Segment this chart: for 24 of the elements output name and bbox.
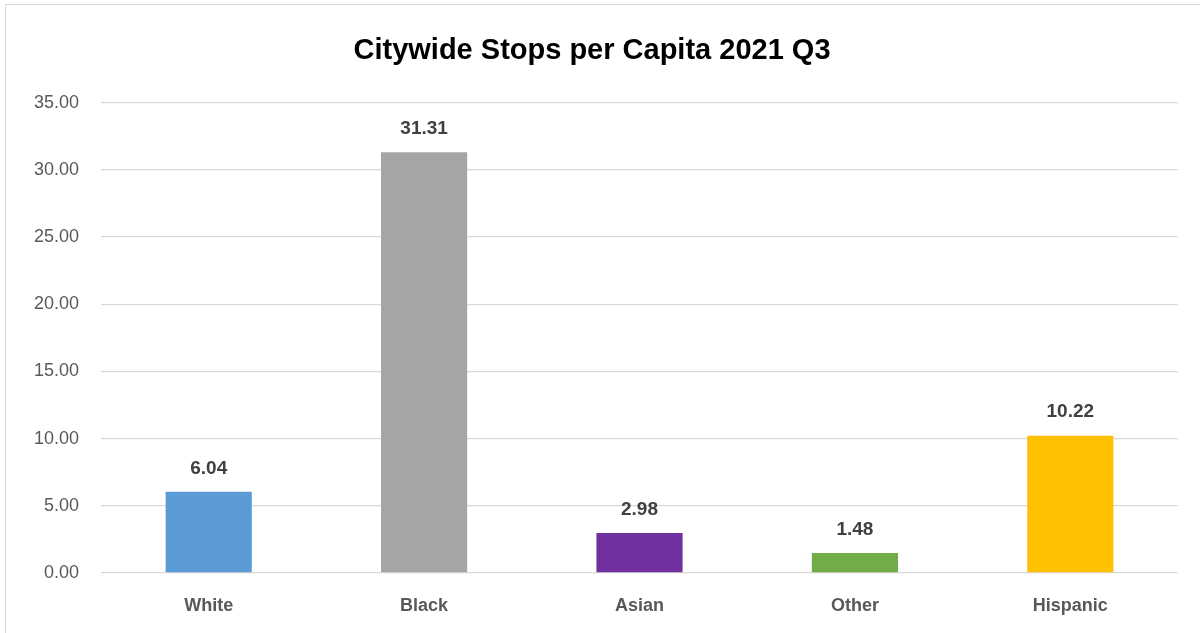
- x-tick-label: Hispanic: [1032, 594, 1108, 615]
- bar: [381, 152, 468, 573]
- y-tick-label: 35.00: [33, 91, 79, 112]
- data-label: 1.48: [836, 517, 874, 539]
- data-label: 6.04: [190, 456, 228, 478]
- bar: [1027, 435, 1114, 573]
- y-tick-label: 15.00: [33, 360, 79, 381]
- y-tick-label: 5.00: [43, 494, 79, 515]
- x-tick-label: Asian: [614, 594, 665, 615]
- bar: [811, 553, 898, 573]
- y-tick-label: 10.00: [33, 427, 79, 448]
- chart-title: Citywide Stops per Capita 2021 Q3: [353, 33, 831, 66]
- data-label: 10.22: [1046, 400, 1095, 422]
- x-tick-label: Other: [830, 594, 879, 615]
- y-tick-label: 25.00: [33, 226, 79, 247]
- x-tick-label: White: [184, 594, 234, 615]
- y-tick-label: 20.00: [33, 293, 79, 314]
- data-label: 2.98: [621, 497, 658, 519]
- data-label: 31.31: [400, 117, 449, 139]
- x-tick-label: Black: [400, 594, 450, 615]
- bar: [165, 491, 252, 573]
- bar: [596, 532, 683, 573]
- y-tick-label: 0.00: [43, 561, 79, 582]
- y-tick-label: 30.00: [33, 158, 79, 179]
